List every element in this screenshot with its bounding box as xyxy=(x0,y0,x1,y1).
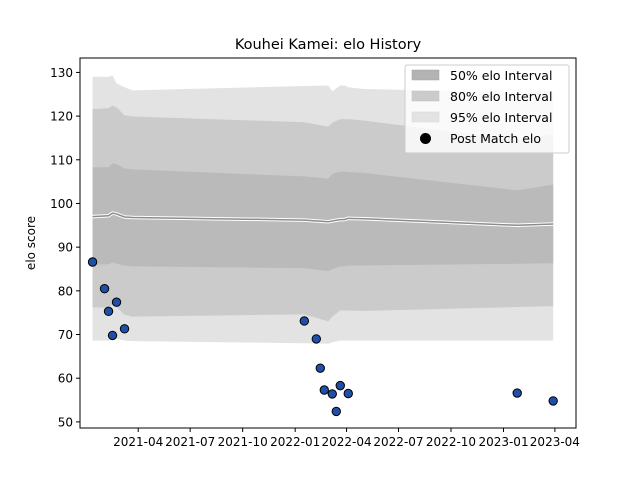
y-tick-label: 130 xyxy=(50,66,73,80)
x-tick-label: 2023-01 xyxy=(478,435,528,449)
x-tick-label: 2021-10 xyxy=(218,435,268,449)
post-match-point xyxy=(331,406,341,417)
legend-label-95: 95% elo Interval xyxy=(450,110,552,125)
legend-label-point: Post Match elo xyxy=(450,131,541,146)
band-50 xyxy=(92,163,554,272)
legend-label-80: 80% elo Interval xyxy=(450,89,552,104)
post-match-point xyxy=(335,380,345,391)
post-match-point xyxy=(111,297,122,307)
post-match-points xyxy=(87,257,558,417)
y-tick-label: 110 xyxy=(50,153,73,167)
y-tick-label: 120 xyxy=(50,110,73,124)
mean-elo-line xyxy=(92,211,554,228)
x-tick-label: 2022-01 xyxy=(270,435,320,449)
y-tick-label: 70 xyxy=(58,328,73,342)
legend: 50% elo Interval 80% elo Interval 95% el… xyxy=(404,64,570,154)
legend-swatch-95 xyxy=(411,111,440,123)
chart-title: Kouhei Kamei: elo History xyxy=(235,37,422,53)
y-axis: 50 60 70 80 90 100 110 120 130 xyxy=(50,66,80,429)
post-match-point xyxy=(311,334,321,344)
x-tick-label: 2022-10 xyxy=(426,435,476,449)
x-tick-label: 2021-04 xyxy=(113,435,163,449)
plot-frame xyxy=(79,57,577,429)
x-tick-label: 2022-04 xyxy=(321,435,371,449)
y-tick-label: 60 xyxy=(58,372,73,386)
post-match-point xyxy=(315,363,325,373)
y-axis-label: elo score xyxy=(24,216,38,270)
legend-marker-point xyxy=(420,133,431,144)
legend-swatch-50 xyxy=(411,69,440,81)
post-match-point xyxy=(512,388,522,398)
post-match-point xyxy=(319,385,329,395)
post-match-point xyxy=(327,389,337,399)
y-tick-label: 90 xyxy=(58,241,73,255)
x-axis: 2021-04 2021-07 2021-10 2022-01 2022-04 2022-… xyxy=(113,428,580,449)
x-tick-label: 2022-07 xyxy=(373,435,423,449)
post-match-point xyxy=(107,330,118,341)
post-match-point xyxy=(548,396,558,406)
y-tick-label: 80 xyxy=(58,284,73,298)
post-match-point xyxy=(87,257,98,267)
post-match-point xyxy=(299,316,310,326)
legend-label-50: 50% elo Interval xyxy=(450,68,552,83)
legend-swatch-80 xyxy=(411,90,440,102)
post-match-point xyxy=(119,324,130,334)
legend-frame xyxy=(404,64,570,154)
post-match-point xyxy=(343,388,353,399)
y-tick-label: 50 xyxy=(58,415,73,429)
post-match-point xyxy=(103,306,114,317)
y-tick-label: 100 xyxy=(50,197,73,211)
mean-line xyxy=(92,212,554,227)
x-tick-label: 2021-07 xyxy=(165,435,215,449)
x-tick-label: 2023-04 xyxy=(530,435,580,449)
post-match-point xyxy=(99,283,110,294)
